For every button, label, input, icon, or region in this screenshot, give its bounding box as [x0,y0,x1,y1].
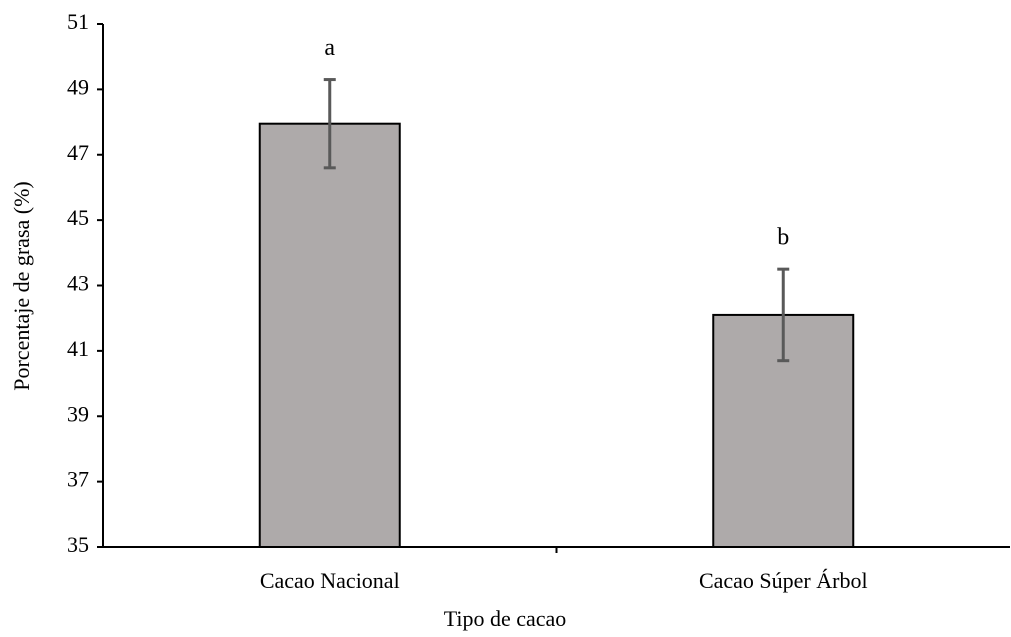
y-tick-label: 51 [67,9,89,34]
y-tick-label: 49 [67,74,89,99]
annotation: b [777,225,789,251]
y-tick-label: 45 [67,205,89,230]
x-tick-label: Cacao Nacional [260,568,400,593]
y-tick-label: 37 [67,467,89,492]
annotation: a [324,35,335,61]
y-tick-label: 43 [67,271,89,296]
y-tick-label: 41 [67,336,89,361]
y-tick-label: 47 [67,140,89,165]
y-axis-label: Porcentaje de grasa (%) [9,181,34,391]
bar [258,122,401,549]
x-axis-label: Tipo de cacao [444,606,567,631]
y-tick-label: 35 [67,532,89,557]
y-tick-label: 39 [67,401,89,426]
x-tick-label: Cacao Súper Árbol [699,568,868,593]
